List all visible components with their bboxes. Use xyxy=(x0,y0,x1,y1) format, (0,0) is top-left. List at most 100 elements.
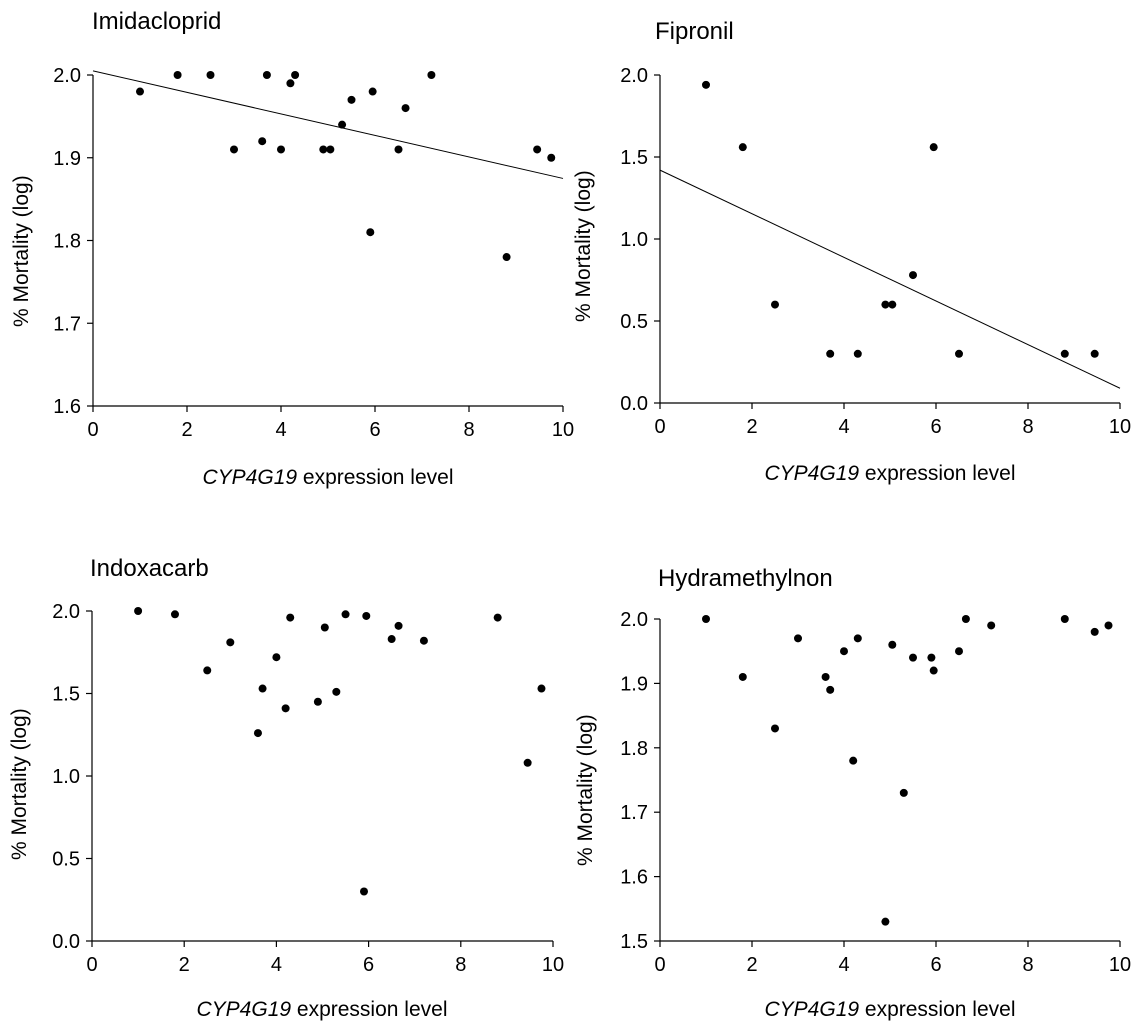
chart-title: Imidacloprid xyxy=(92,8,222,35)
x-tick-label: 8 xyxy=(1022,954,1033,976)
data-point xyxy=(881,917,890,926)
data-point xyxy=(272,653,281,662)
data-point xyxy=(347,95,356,104)
data-point xyxy=(888,300,897,309)
data-point xyxy=(771,724,779,733)
data-point xyxy=(286,79,295,88)
data-point xyxy=(419,636,428,645)
data-point xyxy=(262,71,271,79)
data-point xyxy=(794,634,802,643)
data-point xyxy=(927,653,936,662)
data-point xyxy=(332,687,341,696)
data-point xyxy=(281,704,290,713)
data-point xyxy=(853,349,862,358)
y-tick-label: 1.7 xyxy=(53,313,81,335)
data-point xyxy=(738,143,747,152)
data-point xyxy=(173,71,182,79)
y-axis-label: % Mortality (log) xyxy=(10,175,33,327)
data-point xyxy=(899,788,908,797)
y-tick-label: 0.5 xyxy=(52,849,80,871)
y-tick-label: 1.0 xyxy=(52,766,80,788)
data-point xyxy=(368,87,377,96)
x-tick-label: 6 xyxy=(930,954,941,976)
data-point xyxy=(206,71,215,79)
data-point xyxy=(929,666,938,675)
trend-line xyxy=(659,169,1121,389)
x-tick-label: 4 xyxy=(271,954,282,976)
data-point xyxy=(702,80,710,89)
y-tick-label: 0.0 xyxy=(52,931,80,953)
data-point xyxy=(427,71,436,79)
y-tick-label: 1.6 xyxy=(620,867,648,889)
data-point xyxy=(929,143,938,152)
chart-title: Indoxacarb xyxy=(90,555,209,582)
data-point xyxy=(1060,615,1069,623)
data-point xyxy=(258,137,267,146)
y-tick-label: 1.5 xyxy=(52,684,80,706)
data-point xyxy=(771,300,779,309)
y-tick-label: 1.5 xyxy=(620,931,648,953)
x-tick-label: 2 xyxy=(746,416,757,438)
data-point xyxy=(394,145,403,154)
data-point xyxy=(961,615,970,623)
y-tick-label: 2.0 xyxy=(620,609,648,631)
x-tick-label: 2 xyxy=(746,954,757,976)
x-axis-label: CYP4G19 expression level xyxy=(196,998,448,1021)
x-tick-label: 8 xyxy=(463,419,474,441)
x-tick-label: 4 xyxy=(275,419,286,441)
data-point xyxy=(258,684,267,693)
y-tick-label: 1.0 xyxy=(620,229,648,251)
y-tick-label: 1.8 xyxy=(620,738,648,760)
data-point xyxy=(253,729,262,738)
scatter-plot: 0 2 4 6 8 10 0.0 0.5 1.0 1.5 2.0 xyxy=(620,65,1131,438)
x-axis-label: CYP4G19 expression level xyxy=(764,998,1016,1021)
x-tick-label: 6 xyxy=(363,954,374,976)
data-point xyxy=(1090,627,1099,636)
data-point xyxy=(853,634,862,643)
y-axis-label: % Mortality (log) xyxy=(572,170,595,322)
chart-panel-fipronil: Fipronil 0 2 4 6 8 10 0.0 0.5 1.0 1.5 2.0 CYP4G19 … xyxy=(568,0,1137,510)
x-tick-label: 0 xyxy=(654,954,665,976)
data-point xyxy=(702,615,710,623)
y-tick-label: 2.0 xyxy=(53,65,81,87)
data-point xyxy=(319,145,328,154)
data-point xyxy=(493,613,502,622)
data-point xyxy=(338,120,347,129)
data-point xyxy=(170,610,179,619)
data-point xyxy=(909,653,917,662)
data-point xyxy=(313,697,322,706)
data-point xyxy=(547,153,556,162)
data-point xyxy=(738,672,747,681)
data-point xyxy=(341,610,350,619)
y-tick-label: 0.5 xyxy=(620,311,648,333)
x-tick-label: 8 xyxy=(1022,416,1033,438)
x-tick-label: 10 xyxy=(1109,954,1131,976)
chart-title: Hydramethylnon xyxy=(658,565,833,592)
data-point xyxy=(523,758,532,767)
data-point xyxy=(849,756,858,765)
y-tick-label: 1.5 xyxy=(620,147,648,169)
scatter-plot: 0 2 4 6 8 10 1.6 1.7 1.8 1.9 2.0 xyxy=(53,65,574,441)
x-tick-label: 6 xyxy=(930,416,941,438)
y-tick-label: 1.9 xyxy=(53,148,81,170)
x-tick-label: 10 xyxy=(552,419,574,441)
data-point xyxy=(955,349,963,358)
scatter-plot: 0 2 4 6 8 10 0.0 0.5 1.0 1.5 2.0 xyxy=(52,601,564,976)
x-tick-label: 0 xyxy=(654,416,665,438)
data-point xyxy=(840,647,848,656)
x-tick-label: 2 xyxy=(179,954,190,976)
x-tick-label: 0 xyxy=(87,419,98,441)
data-point xyxy=(955,647,963,656)
trend-line xyxy=(92,70,564,179)
y-tick-label: 2.0 xyxy=(52,601,80,623)
scatter-plot: 0 2 4 6 8 10 1.5 1.6 1.7 1.8 1.9 2.0 xyxy=(620,609,1131,976)
data-point xyxy=(366,228,375,237)
data-point xyxy=(909,271,917,280)
data-point xyxy=(821,672,830,681)
data-point xyxy=(134,607,143,615)
data-point xyxy=(286,613,295,622)
x-tick-label: 8 xyxy=(455,954,466,976)
data-point xyxy=(987,621,996,630)
data-point xyxy=(387,635,396,644)
data-point xyxy=(826,349,835,358)
